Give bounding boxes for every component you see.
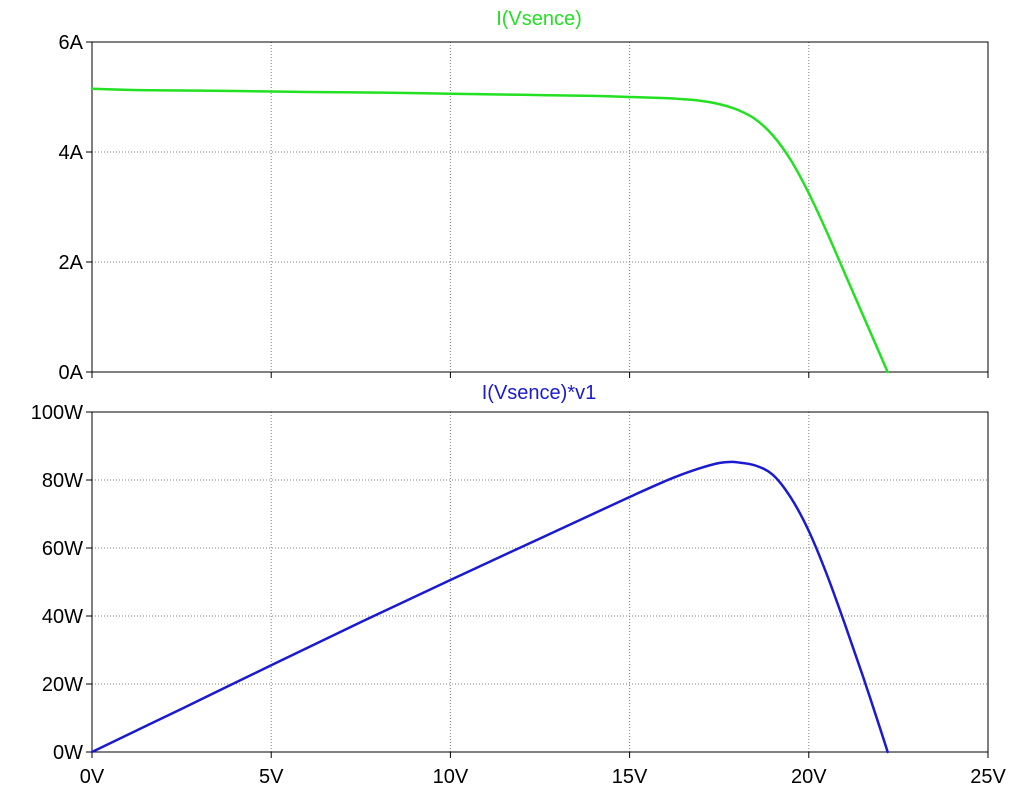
current-plot-title: I(Vsence): [496, 8, 582, 30]
power-plot-panel: I(Vsence)*v1 0V 5V 10V 15V 20V 25V 0W 20W 40W 60W…: [31, 382, 1007, 788]
x-tick-label: 0V: [80, 766, 105, 788]
y-tick-label: 20W: [42, 674, 83, 696]
x-tick-label: 25V: [970, 766, 1006, 788]
power-plot-title: I(Vsence)*v1: [482, 382, 597, 404]
y-tick-label: 100W: [31, 402, 83, 424]
y-tick-label: 40W: [42, 606, 83, 628]
y-tick-label: 0W: [53, 742, 83, 764]
power-trace-line: [90, 460, 889, 754]
y-tick-label: 0A: [59, 362, 84, 384]
x-tick-label: 15V: [612, 766, 648, 788]
x-tick-label: 10V: [433, 766, 469, 788]
x-tick-label: 20V: [791, 766, 827, 788]
y-tick-label: 6A: [59, 32, 84, 54]
y-tick-label: 2A: [59, 252, 84, 274]
plot-frame: [91, 41, 989, 373]
plot-frame: [91, 411, 989, 753]
y-tick-label: 4A: [59, 142, 84, 164]
current-trace-line: [90, 87, 889, 374]
y-tick-label: 60W: [42, 538, 83, 560]
x-tick-label: 5V: [259, 766, 284, 788]
y-tick-label: 80W: [42, 470, 83, 492]
current-plot-panel: I(Vsence) 0A 2A 4A 6A: [59, 8, 989, 384]
